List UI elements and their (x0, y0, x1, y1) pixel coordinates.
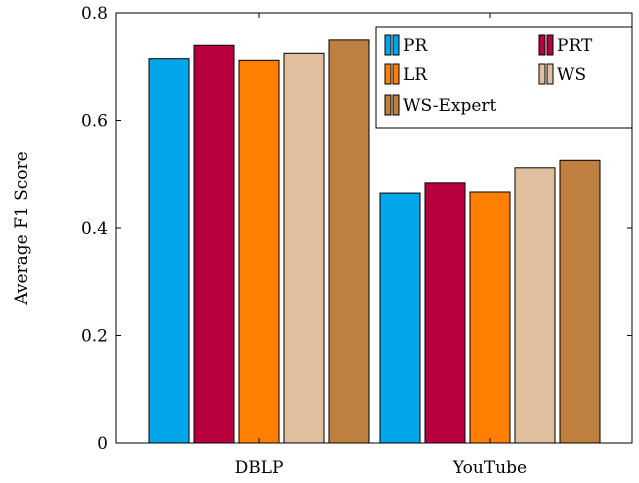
y-tick-label: 0.4 (81, 219, 108, 239)
bar-ws-expert-youtube (559, 159, 601, 444)
legend-label: WS (557, 65, 586, 85)
y-tick-labels: 0 0.2 0.4 0.6 0.8 (81, 4, 108, 454)
bar-ws-dblp (283, 52, 325, 444)
legend-swatch (392, 63, 400, 85)
legend-item-pr: PR (384, 34, 428, 56)
y-tick-label: 0 (97, 434, 108, 454)
bar-pr-youtube (379, 192, 421, 444)
legend-label: LR (403, 65, 428, 85)
legend-swatch (546, 63, 554, 85)
legend-label: WS-Expert (403, 96, 497, 116)
legend-item-ws: WS (538, 63, 586, 85)
bar-prt-dblp (193, 44, 235, 444)
bar-ws-youtube (514, 167, 556, 444)
bar-prt-youtube (424, 182, 466, 444)
y-tick-label: 0.2 (81, 327, 108, 347)
y-tick-label: 0.6 (81, 112, 108, 132)
legend: PR PRT LR WS WS-Expert (375, 26, 633, 129)
legend-label: PR (403, 36, 428, 56)
y-axis-title: Average F1 Score (12, 151, 32, 305)
legend-box (375, 26, 633, 129)
legend-swatch (538, 34, 546, 56)
x-tick-labels: DBLP YouTube (235, 458, 528, 478)
legend-item-ws-expert: WS-Expert (384, 94, 497, 116)
x-tick-label: DBLP (235, 458, 284, 478)
legend-swatch (392, 34, 400, 56)
bar-lr-dblp (238, 59, 280, 444)
bar-ws-expert-dblp (328, 39, 370, 444)
legend-item-prt: PRT (538, 34, 593, 56)
legend-swatch (392, 94, 400, 116)
bar-lr-youtube (469, 191, 511, 444)
legend-swatch (384, 63, 392, 85)
legend-item-lr: LR (384, 63, 428, 85)
y-tick-label: 0.8 (81, 4, 108, 24)
axes-group (115, 12, 633, 444)
bar-pr-dblp (148, 58, 190, 444)
legend-label: PRT (557, 36, 593, 56)
bars-group (148, 39, 601, 444)
legend-swatch (384, 34, 392, 56)
x-tick-label: YouTube (452, 458, 527, 478)
legend-swatch (546, 34, 554, 56)
legend-swatch (384, 94, 392, 116)
legend-swatch (538, 63, 546, 85)
